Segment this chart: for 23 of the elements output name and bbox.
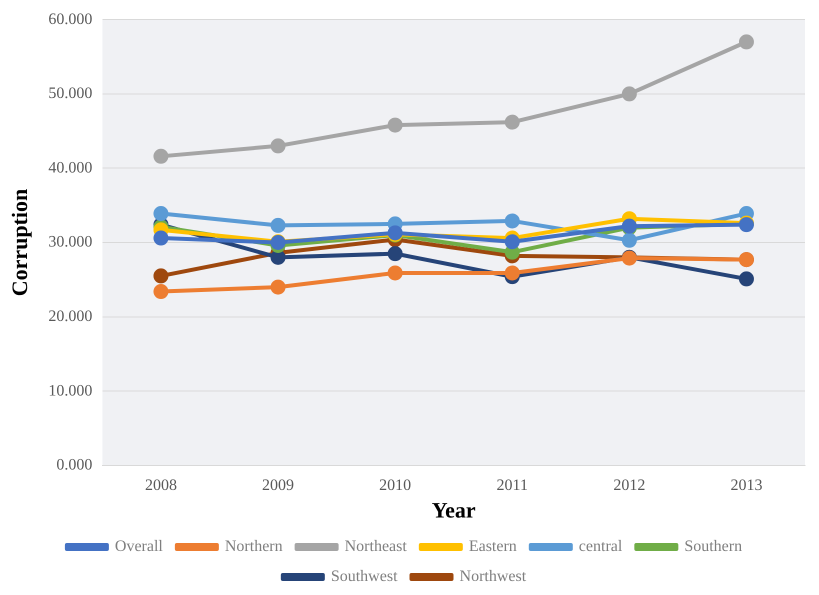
y-tick-label: 10.000 bbox=[48, 382, 92, 400]
legend-label: Northern bbox=[224, 538, 283, 556]
y-axis-title: Corruption bbox=[6, 188, 32, 296]
legend-label: Southwest bbox=[330, 568, 398, 586]
y-tick-label: 60.000 bbox=[48, 10, 92, 28]
legend-label: Northwest bbox=[460, 568, 527, 586]
x-tick-label: 2009 bbox=[262, 477, 294, 494]
y-tick-label: 0.000 bbox=[56, 456, 92, 474]
x-tick-label: 2008 bbox=[144, 477, 177, 494]
y-tick-label: 40.000 bbox=[48, 159, 92, 176]
y-tick-label: 30.000 bbox=[48, 234, 92, 251]
x-tick-label: 2012 bbox=[613, 477, 646, 494]
legend-label: Overall bbox=[114, 538, 164, 556]
y-tick-label: 20.000 bbox=[48, 308, 92, 326]
legend-label: central bbox=[578, 538, 623, 556]
legend-label: Northeast bbox=[344, 538, 408, 556]
x-axis-title: Year bbox=[432, 497, 476, 522]
x-tick-label: 2011 bbox=[496, 477, 528, 494]
y-tick-label: 50.000 bbox=[48, 85, 92, 102]
x-tick-label: 2013 bbox=[730, 477, 762, 494]
legend-label: Southern bbox=[684, 538, 742, 556]
x-tick-label: 2010 bbox=[379, 477, 412, 494]
legend-label: Eastern bbox=[468, 538, 517, 556]
